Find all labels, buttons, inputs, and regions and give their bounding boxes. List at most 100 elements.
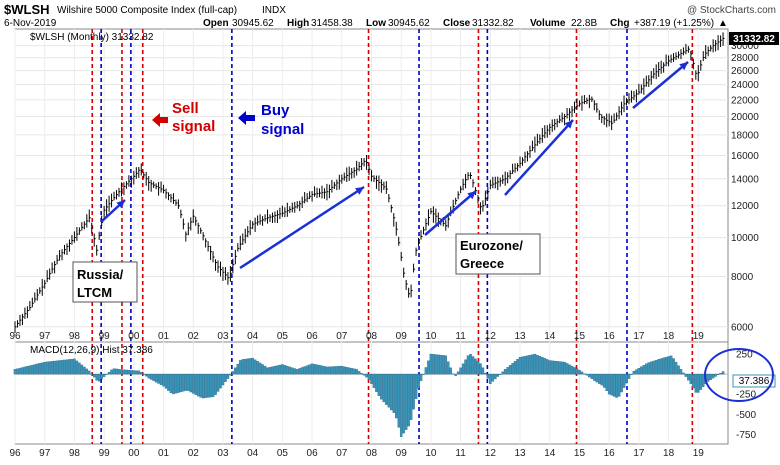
macd-hist-bar [558, 361, 561, 375]
macd-hist-bar [372, 373, 376, 388]
macd-hist-bar [647, 362, 651, 375]
trend-arrow-head-icon [564, 120, 573, 129]
macd-hist-bar [107, 371, 111, 375]
open-label: Open [203, 18, 229, 29]
macd-hist-bar [308, 364, 311, 375]
macd-hist-bar [117, 368, 121, 375]
macd-hist-bar [174, 373, 178, 394]
x-tick-label: 99 [99, 331, 111, 342]
macd-hist-bar [85, 368, 89, 375]
macd-hist-bar [662, 357, 665, 375]
bottom-x-axis-ticks: 96 97 98 99 00 01 02 03 04 05 06 07 08 09 10 11 12 13 14 15… [9, 448, 704, 459]
buy-signal-line2: signal [261, 121, 304, 138]
macd-hist-bar [345, 367, 348, 375]
x-tick-label: 15 [574, 448, 586, 459]
macd-hist-bar [338, 366, 341, 375]
x-tick-label: 16 [604, 448, 616, 459]
macd-hist-bar [501, 371, 504, 375]
macd-hist-bar [536, 354, 539, 375]
macd-hist-bar [402, 373, 405, 434]
macd-hist-bar [95, 373, 98, 381]
macd-hist-bar [201, 373, 205, 399]
macd-hist-bar [538, 356, 542, 375]
price-y-tick-label: 14000 [731, 174, 759, 185]
macd-hist-bar [687, 373, 690, 381]
macd-hist-bar [672, 358, 675, 375]
trend-arrow-head-icon [467, 191, 476, 200]
macd-hist-bar [652, 360, 655, 375]
macd-hist-bar [120, 369, 123, 375]
x-tick-label: 09 [396, 448, 408, 459]
trend-arrow-line [424, 190, 477, 236]
macd-hist-bar [209, 373, 212, 398]
macd-hist-bar [466, 355, 470, 375]
macd-hist-bar [164, 373, 168, 389]
macd-hist-bar [645, 363, 648, 375]
x-tick-label: 96 [9, 331, 21, 342]
macd-hist-bar [224, 373, 227, 382]
macd-hist-bar [162, 373, 165, 387]
macd-hist-bar [251, 357, 254, 375]
x-tick-label: 04 [247, 448, 259, 459]
macd-hist-bar [92, 373, 96, 378]
macd-hist-bar [699, 373, 703, 390]
macd-hist-bar [184, 373, 188, 391]
macd-hist-bar [298, 368, 301, 375]
macd-hist-bar [575, 368, 579, 375]
macd-hist-bar [115, 368, 118, 375]
macd-hist-bar [528, 354, 532, 375]
macd-hist-bar [281, 364, 284, 375]
macd-hist-bar [377, 373, 381, 396]
high-label: High [287, 18, 309, 29]
macd-hist-bar [637, 368, 641, 375]
macd-hist-bar [580, 371, 584, 375]
macd-hist-bar [40, 362, 44, 375]
trend-arrows [100, 61, 689, 270]
trend-arrow-head-icon [116, 200, 125, 209]
macd-hist-bar [293, 368, 297, 375]
trend-arrow-line [632, 61, 689, 109]
macd-hist-bar [409, 373, 413, 420]
macd-hist-bar [692, 373, 695, 389]
macd-hist-bar [701, 373, 705, 387]
sell-arrow-icon [152, 113, 168, 127]
macd-hist-bar [521, 356, 524, 375]
macd-hist-bar [189, 373, 193, 393]
macd-hist-bar [362, 373, 366, 376]
macd-hist-bar [674, 361, 678, 375]
trend-arrow-head-icon [679, 62, 688, 71]
macd-hist-bar [392, 373, 396, 413]
macd-hist-bar [506, 367, 509, 375]
macd-hist-bar [585, 373, 589, 376]
macd-hist-bar [68, 359, 71, 375]
macd-hist-bar [625, 373, 628, 384]
macd-hist-bar [630, 373, 633, 375]
buy-signal-line1: Buy [261, 102, 290, 119]
macd-hist-bar [268, 367, 272, 375]
macd-hist-bar [399, 373, 403, 437]
x-tick-label: 18 [663, 331, 675, 342]
macd-hist-bar [315, 364, 319, 375]
macd-hist-bar [357, 371, 361, 375]
macd-hist-bar [615, 373, 618, 398]
macd-hist-bar [451, 373, 455, 375]
macd-hist-bar [583, 373, 586, 375]
price-bars [14, 32, 725, 333]
macd-hist-bar [541, 357, 544, 375]
macd-hist-bar [719, 373, 722, 375]
grid-lines [14, 29, 728, 444]
macd-hist-bar [481, 367, 485, 375]
russia-ltcm-box [72, 261, 138, 303]
x-tick-label: 02 [188, 448, 200, 459]
index-name: Wilshire 5000 Composite Index (full-cap) [57, 5, 237, 16]
macd-hist-bar [518, 357, 522, 375]
macd-hist-bar [73, 358, 76, 375]
symbol-title: $WLSH [4, 2, 50, 17]
macd-hist-bar [88, 370, 91, 375]
macd-hist-bar [627, 373, 631, 379]
macd-hist-bar [471, 356, 475, 375]
macd-hist-bar [48, 361, 51, 375]
low-label: Low [366, 18, 386, 29]
macd-hist-bar [617, 373, 621, 397]
macd-hist-bar [310, 363, 314, 375]
